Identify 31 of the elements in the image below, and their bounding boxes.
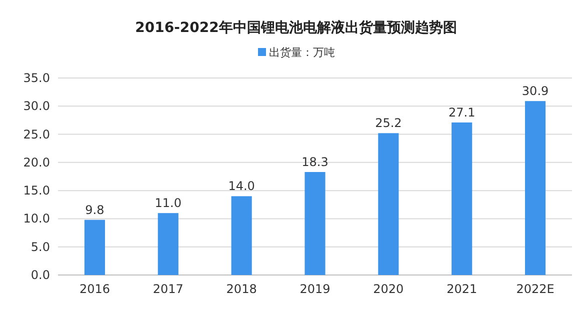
y-tick-label: 30.0 [23, 99, 50, 114]
x-tick-label: 2022E [516, 282, 554, 296]
x-tick-label: 2016 [79, 282, 110, 296]
legend-label: 出货量：万吨 [269, 46, 335, 59]
text: 9.8 [85, 202, 104, 217]
text: 27.1 [448, 105, 476, 120]
y-tick-label: 25.0 [23, 127, 50, 142]
y-tick-label: 20.0 [23, 155, 50, 170]
y-tick-label: 10.0 [23, 212, 50, 226]
chart-title: 2016-2022年中国锂电池电解液出货量预测趋势图 [135, 19, 457, 36]
text: 18.3 [302, 154, 328, 169]
text: 11.0 [154, 196, 182, 210]
y-tick-label: 5.0 [30, 240, 50, 254]
x-tick-label: 2020 [373, 282, 404, 296]
text: 30.9 [522, 84, 549, 98]
bar [452, 122, 472, 275]
bar [84, 220, 105, 275]
y-tick-label: 15.0 [23, 184, 50, 198]
bar [378, 133, 399, 275]
text: 14.0 [228, 179, 255, 194]
y-tick-label: 35.0 [23, 71, 50, 85]
text: 25.2 [375, 116, 402, 130]
bar [158, 213, 178, 275]
x-tick-label: 2017 [152, 282, 184, 296]
bar [304, 172, 326, 275]
x-tick-label: 2018 [226, 282, 257, 296]
x-tick-label: 2019 [300, 282, 330, 296]
bar [231, 196, 252, 275]
bar [525, 101, 546, 275]
y-tick-label: 0.0 [30, 268, 50, 282]
x-tick-label: 2021 [446, 282, 478, 296]
